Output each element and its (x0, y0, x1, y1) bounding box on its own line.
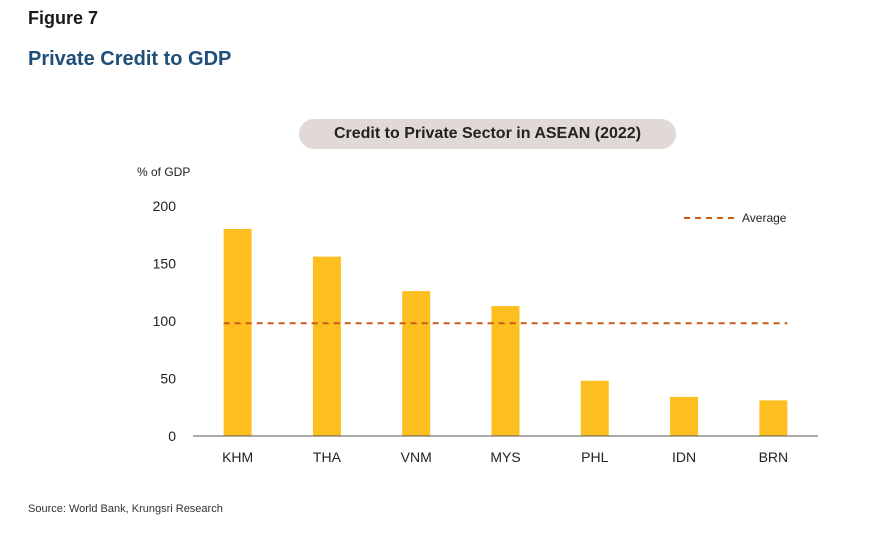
figure-label: Figure 7 (28, 8, 99, 28)
x-tick-labels: KHM THA VNM MYS PHL IDN BRN (222, 449, 788, 465)
y-tick-label: 200 (153, 198, 177, 214)
source-note: Source: World Bank, Krungsri Research (28, 503, 223, 515)
bar-phl (580, 380, 609, 436)
bar-khm (223, 229, 252, 436)
x-tick-label: VNM (401, 449, 432, 465)
bar-mys (491, 306, 520, 436)
legend-average-label: Average (742, 211, 787, 225)
bar-tha (312, 256, 341, 436)
figure-title: Private Credit to GDP (28, 48, 232, 70)
y-axis-label: % of GDP (137, 165, 190, 179)
x-tick-label: PHL (581, 449, 608, 465)
chart-title: Credit to Private Sector in ASEAN (2022) (299, 119, 676, 149)
bars (223, 229, 788, 436)
x-tick-label: MYS (490, 449, 520, 465)
bar-brn (759, 400, 788, 436)
legend: Average (684, 211, 787, 225)
x-tick-label: THA (313, 449, 342, 465)
y-tick-label: 150 (153, 256, 177, 272)
bar-vnm (402, 291, 431, 436)
x-tick-label: KHM (222, 449, 253, 465)
x-tick-label: IDN (672, 449, 696, 465)
bar-chart: % of GDP 0 50 100 150 200 KHM THA VNM MYS PHL IDN… (137, 165, 818, 465)
y-tick-label: 0 (168, 428, 176, 444)
x-tick-label: BRN (759, 449, 789, 465)
y-tick-label: 50 (160, 371, 176, 387)
y-tick-label: 100 (153, 313, 177, 329)
bar-idn (670, 396, 699, 436)
y-tick-labels: 0 50 100 150 200 (153, 198, 177, 444)
